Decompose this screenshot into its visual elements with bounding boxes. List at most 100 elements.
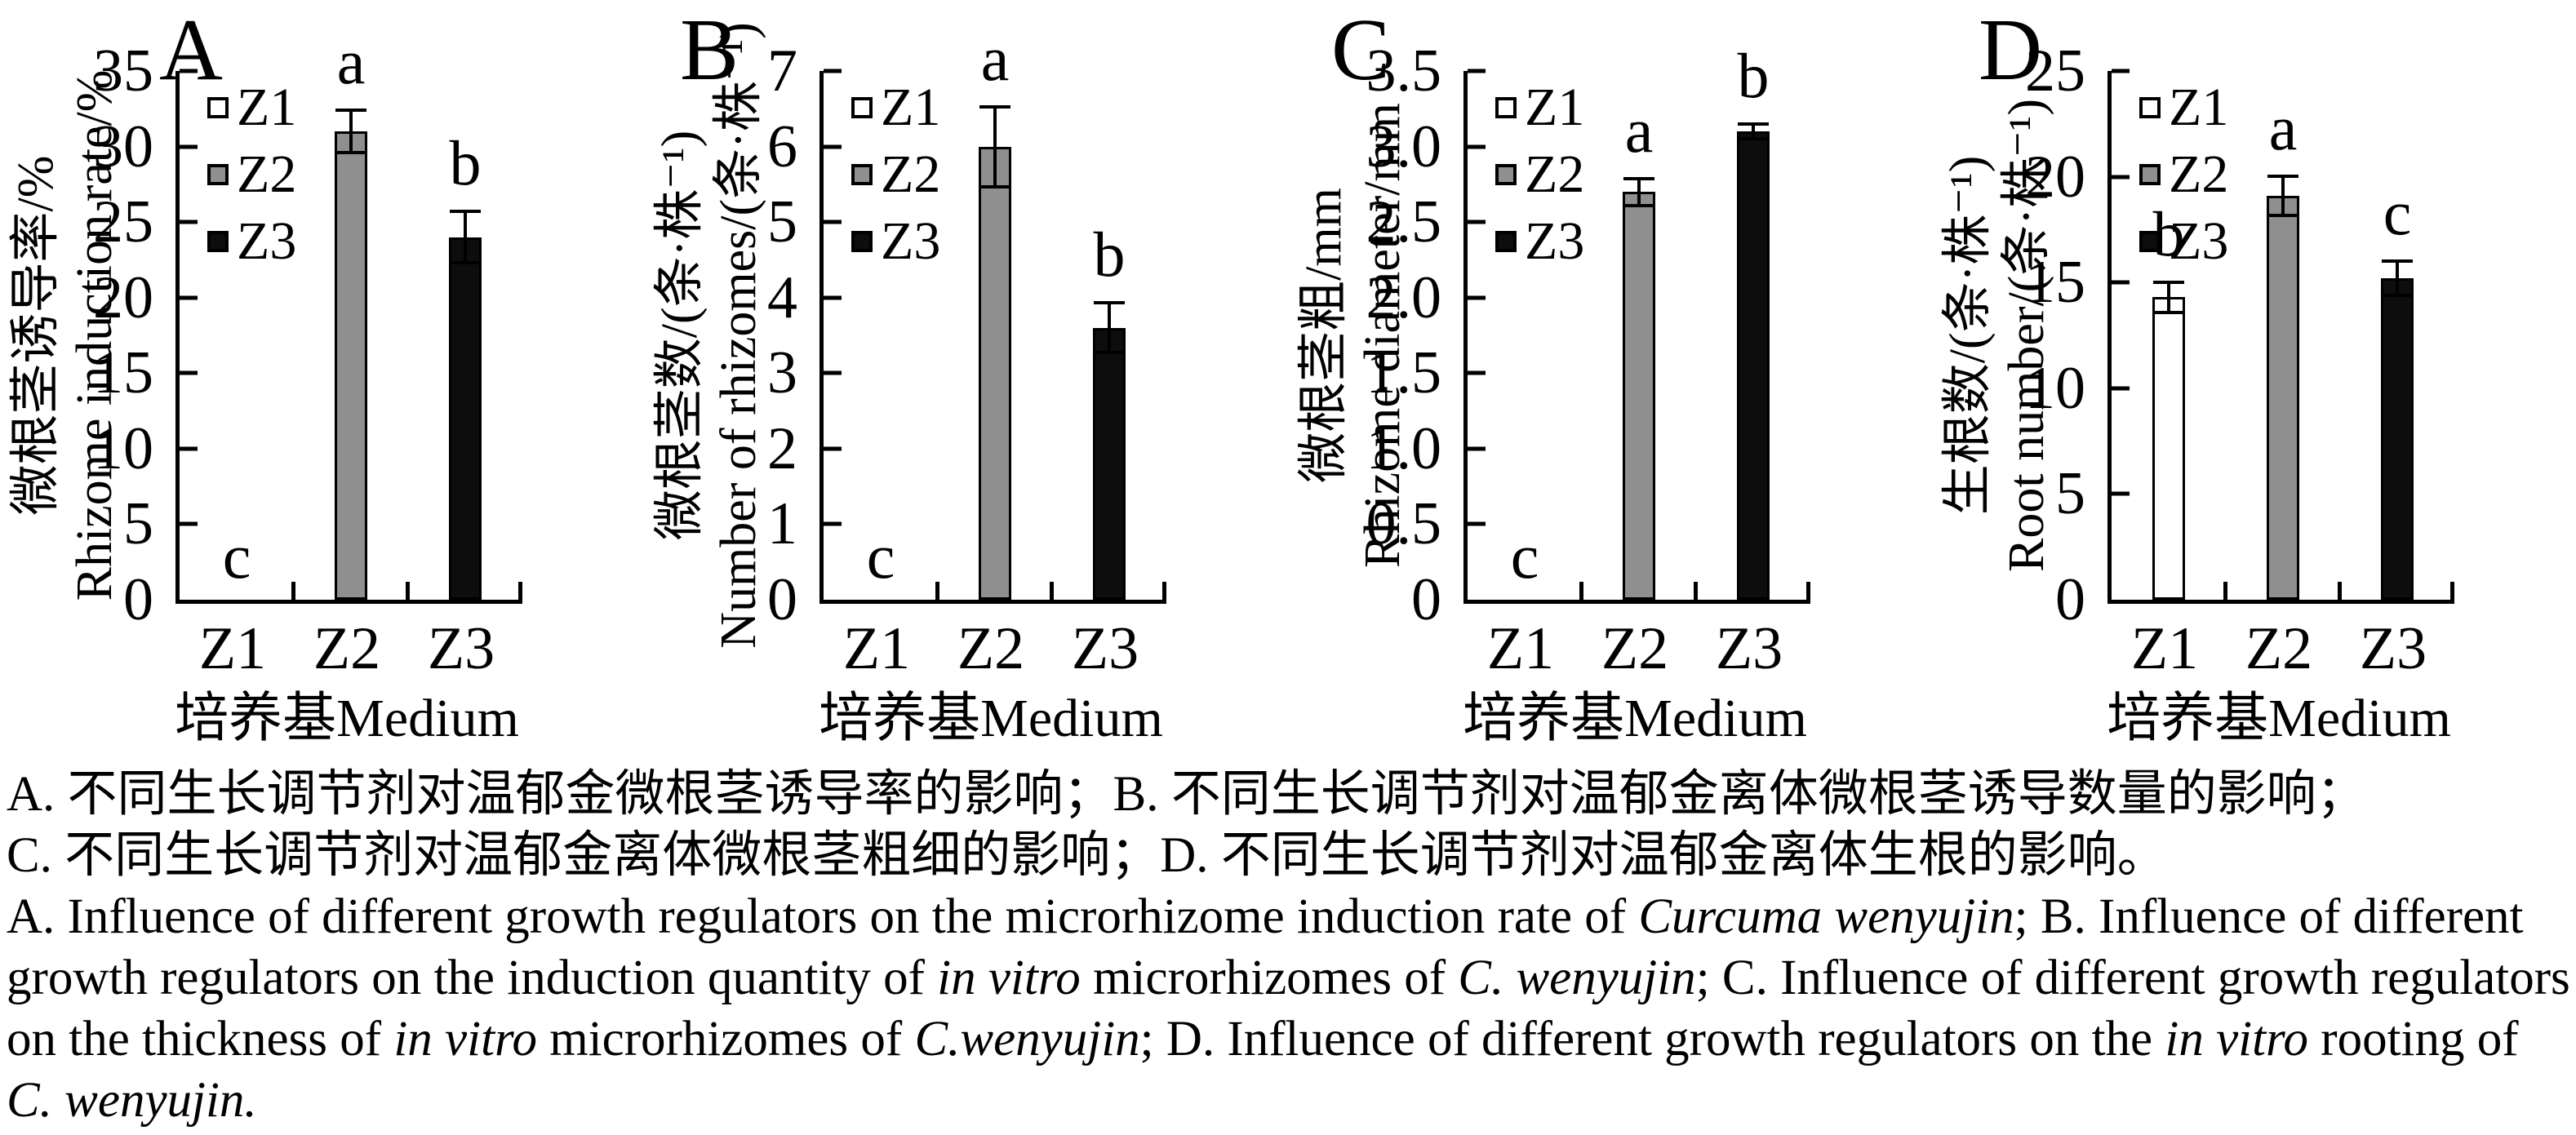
bar-z2: [1623, 192, 1655, 600]
y-tick-mark: [180, 446, 198, 451]
y-axis-tick-labels: 7 6 5 4 3 2 1 0: [644, 41, 806, 630]
y-tick-label: 1.5: [1366, 339, 1442, 407]
chart-panel-d: D 生根数/(条·株⁻¹) Root number/(条·株⁻¹) 25 20 15…: [1932, 0, 2576, 755]
caption-italic-text: in vitro: [393, 1012, 538, 1066]
caption-text: on the thickness of: [7, 1012, 394, 1066]
caption-text: growth regulators on the induction quant…: [7, 951, 938, 1005]
legend-label: Z2: [881, 144, 941, 204]
y-tick-mark: [2112, 386, 2130, 391]
x-axis-title: 培养基Medium: [819, 689, 1163, 748]
x-tick-mark: [935, 582, 939, 600]
significance-letter-z1: b: [2152, 197, 2185, 269]
legend-swatch-z3: [851, 231, 873, 252]
caption-line-zh: C. 不同生长调节剂对温郁金离体微根茎粗细的影响；D. 不同生长调节剂对温郁金离…: [7, 828, 2167, 883]
y-tick-label: 20: [93, 264, 153, 331]
y-tick-label: 20: [2025, 143, 2085, 211]
caption-text: microrhizomes of: [1080, 951, 1459, 1005]
x-tick-mark: [518, 582, 522, 600]
y-tick-mark: [180, 69, 198, 73]
legend-item: Z1: [2139, 81, 2228, 135]
caption-text: microrhizomes of: [537, 1012, 915, 1066]
x-category-label: Z1: [198, 615, 267, 682]
figure-caption: A. 不同生长调节剂对温郁金微根茎诱导率的影响；B. 不同生长调节剂对温郁金离体…: [7, 764, 2571, 1131]
y-tick-label: 10: [93, 415, 153, 482]
legend-item: Z1: [1495, 81, 1584, 135]
y-tick-label: 5: [2055, 460, 2085, 528]
x-tick-mark: [2338, 582, 2342, 600]
y-tick-mark: [824, 144, 842, 149]
y-tick-mark: [180, 370, 198, 375]
significance-letter-z1: c: [866, 521, 895, 592]
error-bar-z3: [1108, 301, 1111, 355]
significance-letter-z1: c: [1510, 521, 1539, 592]
panel-label: B: [680, 2, 739, 99]
legend-item: Z2: [1495, 148, 1584, 202]
y-tick-mark: [1468, 521, 1486, 526]
bar-z2: [979, 146, 1011, 600]
caption-italic-text: in vitro: [2165, 1012, 2309, 1066]
x-tick-mark: [1806, 582, 1810, 600]
x-tick-mark: [1579, 582, 1583, 600]
error-bar-z1: [2167, 280, 2170, 315]
x-tick-mark: [1162, 582, 1166, 600]
legend-swatch-z3: [207, 231, 229, 252]
legend-label: Z2: [237, 144, 297, 204]
caption-italic-text: Curcuma wenyujin: [1638, 889, 2014, 944]
x-category-label: Z3: [1715, 615, 1783, 682]
legend-swatch-z2: [1495, 164, 1517, 185]
legend-item: Z1: [851, 81, 940, 135]
x-category-label: Z1: [842, 615, 911, 682]
legend-item: Z3: [207, 215, 296, 268]
y-tick-label: 2.5: [1366, 188, 1442, 256]
legend-swatch-z1: [207, 97, 229, 118]
legend: Z1 Z2 Z3: [2139, 81, 2228, 282]
y-tick-mark: [824, 446, 842, 451]
x-tick-mark: [2223, 582, 2227, 600]
y-tick-label: 0: [767, 566, 797, 633]
y-tick-label: 0: [1411, 566, 1441, 633]
y-tick-mark: [1468, 446, 1486, 451]
y-axis-tick-labels: 25 20 15 10 5 0: [1932, 41, 2094, 630]
significance-letter-z3: b: [1093, 219, 1126, 290]
caption-text: rooting of: [2308, 1012, 2519, 1066]
y-axis-tick-labels: 3.5 3.0 2.5 2.0 1.5 1.0 0.5 0: [1288, 41, 1450, 630]
significance-letter-z2: a: [980, 22, 1010, 94]
bar-z2: [2267, 195, 2299, 600]
caption-italic-text: C.wenyujin: [914, 1012, 1140, 1066]
legend: Z1 Z2 Z3: [1495, 81, 1584, 282]
error-bar-z3: [1752, 122, 1755, 141]
x-category-labels: Z1 Z2 Z3: [175, 618, 518, 684]
significance-letter-z3: b: [1737, 39, 1770, 111]
y-tick-label: 7: [767, 38, 797, 104]
legend: Z1 Z2 Z3: [207, 81, 296, 282]
bar-z3: [1737, 131, 1770, 600]
y-tick-mark: [180, 219, 198, 224]
caption-italic-text: in vitro: [937, 951, 1081, 1005]
x-axis-title: 培养基Medium: [175, 689, 519, 748]
y-tick-label: 0.5: [1366, 490, 1442, 558]
y-tick-mark: [2112, 280, 2130, 285]
y-tick-mark: [1468, 295, 1486, 300]
legend-item: Z2: [207, 148, 296, 202]
bar-z3: [2381, 278, 2414, 600]
x-category-label: Z1: [2130, 615, 2199, 682]
legend-swatch-z1: [2139, 97, 2161, 118]
x-category-labels: Z1 Z2 Z3: [1463, 618, 1806, 684]
bar-z3: [1093, 327, 1126, 600]
y-tick-label: 5: [123, 490, 153, 558]
y-tick-label: 3.0: [1366, 113, 1442, 180]
error-bar-z2: [1637, 176, 1641, 207]
caption-line-en: A. Influence of different growth regulat…: [7, 886, 2571, 947]
legend-item: Z1: [207, 81, 296, 135]
y-tick-label: 25: [93, 188, 153, 256]
legend-swatch-z1: [1495, 97, 1517, 118]
y-tick-label: 2: [767, 415, 797, 482]
legend-swatch-z3: [2139, 231, 2161, 252]
panel-label: D: [1979, 2, 2042, 99]
y-tick-label: 10: [2025, 354, 2085, 422]
legend-label: Z1: [2169, 78, 2229, 137]
x-category-label: Z3: [2359, 615, 2427, 682]
